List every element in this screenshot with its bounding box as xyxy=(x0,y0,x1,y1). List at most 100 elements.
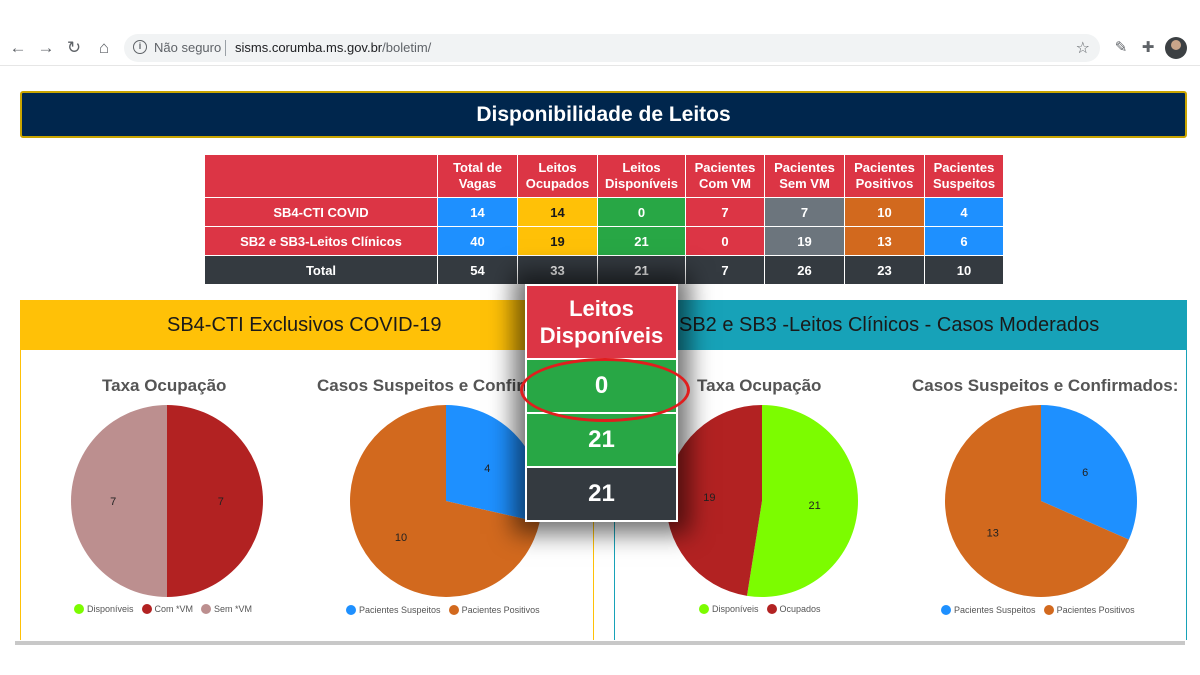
pie-value-label: 10 xyxy=(395,532,407,544)
table-cell: 40 xyxy=(437,226,518,256)
legend-swatch xyxy=(346,605,356,615)
table-header-blank xyxy=(204,154,438,198)
url-text[interactable]: sisms.corumba.ms.gov.br/boletim/ xyxy=(235,40,431,55)
legend-swatch xyxy=(941,605,951,615)
pie-slice-pacientes-positivos[interactable] xyxy=(350,405,540,597)
legend-label: Sem *VM xyxy=(214,604,253,614)
legend-label: Disponíveis xyxy=(87,604,134,614)
highlight-circle xyxy=(520,358,690,422)
table-cell: 7 xyxy=(764,197,845,227)
table-header-cell: Pacientes Suspeitos xyxy=(924,154,1004,198)
table-cell: 19 xyxy=(517,226,598,256)
chart-title: Casos Suspeitos e Confirmados: xyxy=(912,376,1179,395)
cti-covid-panel: SB4-CTI Exclusivos COVID-19 xyxy=(20,300,594,640)
table-total-row: Total 54 33 21 7 26 23 10 xyxy=(204,255,1004,285)
pie-value-label: 6 xyxy=(1082,467,1088,479)
legend-label: Disponíveis xyxy=(712,604,759,614)
legend-swatch xyxy=(699,604,709,614)
pie-slice-pacientes-positivos[interactable] xyxy=(945,405,1129,597)
legend-item[interactable]: Com *VM xyxy=(141,604,194,614)
beds-summary-table: Total de Vagas Leitos Ocupados Leitos Di… xyxy=(204,154,1004,285)
back-arrow-icon[interactable]: ← xyxy=(9,38,27,57)
url-path: /boletim/ xyxy=(382,40,432,55)
chart-title: Casos Suspeitos e Confirmados: xyxy=(317,376,527,395)
pie-value-label: 19 xyxy=(703,492,715,504)
legend-item[interactable]: Pacientes Positivos xyxy=(448,605,540,615)
table-cell: 33 xyxy=(517,255,598,285)
table-cell: 10 xyxy=(844,197,925,227)
table-cell: 4 xyxy=(924,197,1004,227)
legend-label: Pacientes Positivos xyxy=(461,605,540,615)
panel-title: SB2 e SB3 -Leitos Clínicos - Casos Moder… xyxy=(615,301,1186,350)
table-cell: 0 xyxy=(597,197,686,227)
pie-slice-pacientes-suspeitos[interactable] xyxy=(1041,405,1137,540)
reload-icon[interactable]: ↻ xyxy=(66,38,82,57)
pie-value-label: 13 xyxy=(987,528,999,540)
row-label: SB2 e SB3-Leitos Clínicos xyxy=(204,226,438,256)
table-cell: 10 xyxy=(924,255,1004,285)
security-label[interactable]: Não seguro xyxy=(154,40,222,55)
legend-swatch xyxy=(141,604,152,614)
profile-avatar[interactable] xyxy=(1165,37,1187,59)
table-cell: 26 xyxy=(764,255,845,285)
table-cell: 23 xyxy=(844,255,925,285)
legend-label: Com *VM xyxy=(154,604,194,614)
legend-swatch xyxy=(1043,605,1054,615)
info-icon[interactable]: i xyxy=(133,40,147,54)
table-header-row: Total de Vagas Leitos Ocupados Leitos Di… xyxy=(204,154,1004,198)
horizontal-scrollbar[interactable] xyxy=(15,641,1185,645)
pie-slice-com-vm[interactable] xyxy=(167,405,263,597)
highlight-value: 21 xyxy=(527,468,676,520)
table-cell: 54 xyxy=(437,255,518,285)
address-separator xyxy=(225,40,226,56)
legend-label: Pacientes Suspeitos xyxy=(359,605,441,615)
pie-slice-dispon-veis[interactable] xyxy=(746,405,859,597)
highlight-header: Leitos Disponíveis xyxy=(527,286,676,358)
legend-label: Ocupados xyxy=(779,604,821,614)
chart-legend: Disponíveis Com *VM Sem *VM xyxy=(74,604,260,614)
table-header-cell: Leitos Disponíveis xyxy=(597,154,686,198)
chart-title: Taxa Ocupação xyxy=(102,376,227,395)
eyedropper-extension-icon[interactable]: ✎ xyxy=(1114,39,1128,56)
table-cell: 19 xyxy=(764,226,845,256)
pie-value-label: 7 xyxy=(218,496,224,508)
table-cell: 13 xyxy=(844,226,925,256)
chart-legend: Disponíveis Ocupados xyxy=(699,604,829,614)
browser-toolbar: ← → ↻ ⌂ i Não seguro sisms.corumba.ms.go… xyxy=(0,30,1200,66)
table-header-cell: Pacientes Positivos xyxy=(844,154,925,198)
pie-slice-ocupados[interactable] xyxy=(666,405,762,596)
table-cell: 7 xyxy=(685,255,765,285)
pie-slice-sem-vm[interactable] xyxy=(71,405,167,597)
legend-swatch xyxy=(448,605,459,615)
home-icon[interactable]: ⌂ xyxy=(98,38,110,57)
legend-item[interactable]: Pacientes Suspeitos xyxy=(346,605,441,615)
extensions-puzzle-icon[interactable]: ✚ xyxy=(1141,39,1155,56)
clinical-beds-panel: SB2 e SB3 -Leitos Clínicos - Casos Moder… xyxy=(614,300,1187,640)
pie-value-label: 4 xyxy=(484,463,490,475)
pie-slice-pacientes-suspeitos[interactable] xyxy=(446,405,542,523)
legend-item[interactable]: Pacientes Positivos xyxy=(1043,605,1135,615)
table-header-cell: Total de Vagas xyxy=(437,154,518,198)
legend-item[interactable]: Sem *VM xyxy=(201,604,252,614)
table-cell: 7 xyxy=(685,197,765,227)
bookmark-star-icon[interactable]: ☆ xyxy=(1075,40,1090,57)
pie-value-label: 21 xyxy=(809,500,821,512)
forward-arrow-icon[interactable]: → xyxy=(37,38,55,57)
table-row: SB4-CTI COVID 14 14 0 7 7 10 4 xyxy=(204,197,1004,227)
chart-legend: Pacientes Suspeitos Pacientes Positivos xyxy=(941,605,1143,615)
address-bar[interactable]: i Não seguro sisms.corumba.ms.gov.br/bol… xyxy=(124,34,1100,62)
legend-item[interactable]: Ocupados xyxy=(766,604,821,614)
table-header-cell: Leitos Ocupados xyxy=(517,154,598,198)
legend-item[interactable]: Pacientes Suspeitos xyxy=(941,605,1036,615)
page-title-banner: Disponibilidade de Leitos xyxy=(20,91,1187,138)
chart-legend: Pacientes Suspeitos Pacientes Positivos xyxy=(346,605,548,615)
legend-label: Pacientes Positivos xyxy=(1056,605,1135,615)
legend-item[interactable]: Disponíveis xyxy=(74,604,134,614)
panel-title: SB4-CTI Exclusivos COVID-19 xyxy=(21,301,593,350)
row-label: SB4-CTI COVID xyxy=(204,197,438,227)
legend-swatch xyxy=(766,604,777,614)
legend-item[interactable]: Disponíveis xyxy=(699,604,759,614)
url-host: sisms.corumba.ms.gov.br xyxy=(235,40,383,55)
table-cell: 14 xyxy=(517,197,598,227)
